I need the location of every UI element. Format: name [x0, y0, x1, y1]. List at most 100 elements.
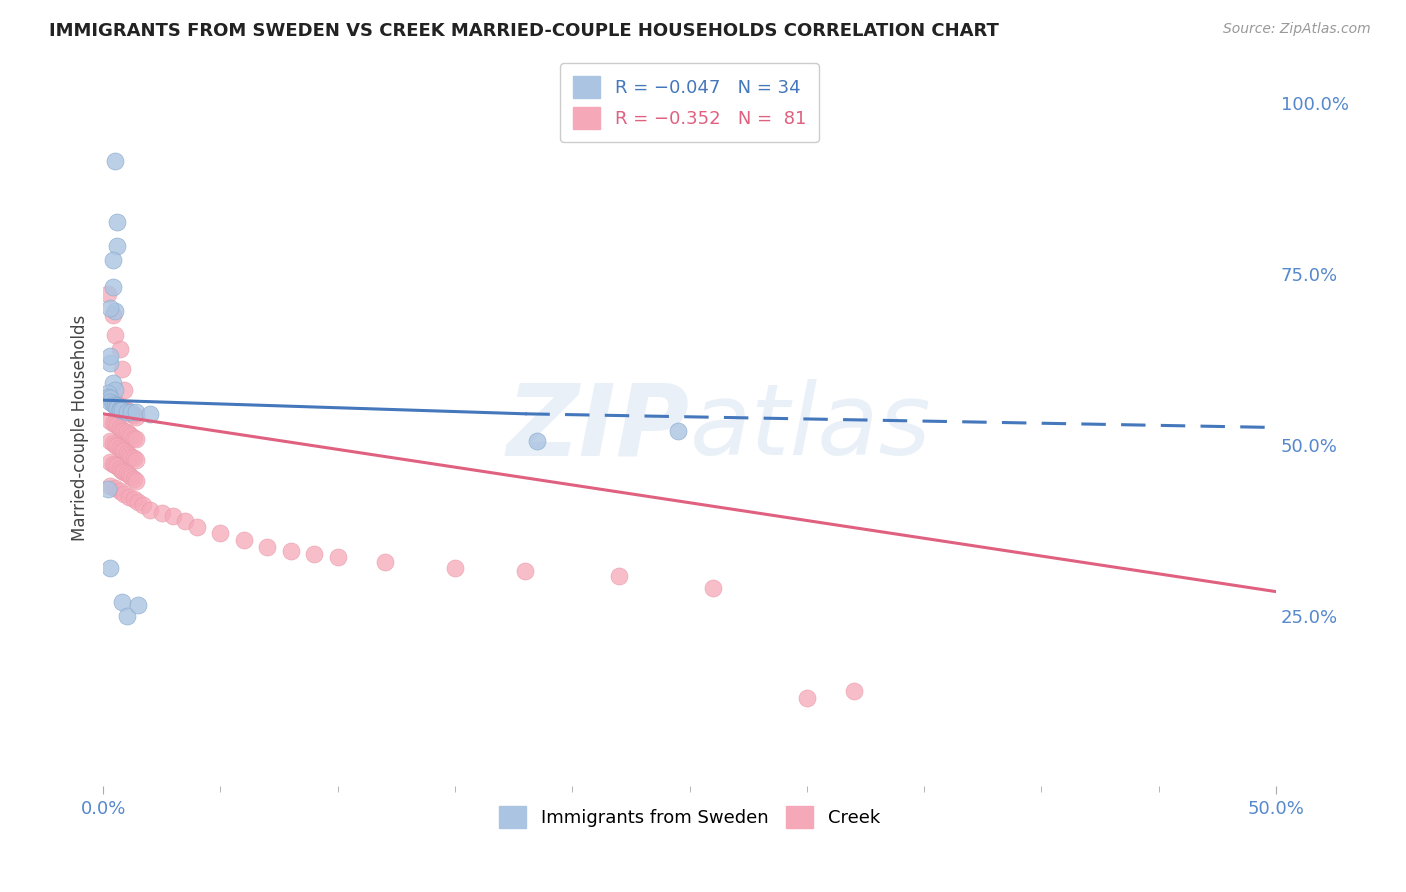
Text: Source: ZipAtlas.com: Source: ZipAtlas.com — [1223, 22, 1371, 37]
Point — [115, 608, 138, 623]
Point — [374, 555, 396, 569]
Point — [112, 402, 135, 417]
Point — [98, 349, 121, 363]
Point — [105, 439, 128, 453]
Point — [702, 581, 724, 595]
Point — [98, 455, 121, 469]
Point — [120, 470, 142, 484]
Point — [115, 467, 138, 481]
Point — [125, 432, 148, 446]
Point — [256, 540, 278, 554]
Text: IMMIGRANTS FROM SWEDEN VS CREEK MARRIED-COUPLE HOUSEHOLDS CORRELATION CHART: IMMIGRANTS FROM SWEDEN VS CREEK MARRIED-… — [49, 22, 1000, 40]
Point — [526, 434, 548, 449]
Point — [98, 414, 121, 428]
Point — [111, 401, 134, 415]
Point — [101, 416, 124, 430]
Point — [105, 401, 128, 415]
Point — [842, 683, 865, 698]
Point — [108, 399, 131, 413]
Point — [122, 472, 145, 486]
Point — [112, 444, 135, 458]
Point — [105, 459, 128, 474]
Point — [108, 461, 131, 475]
Point — [101, 436, 124, 450]
Point — [104, 458, 127, 472]
Point — [108, 402, 131, 417]
Point — [108, 420, 131, 434]
Legend: Immigrants from Sweden, Creek: Immigrants from Sweden, Creek — [492, 798, 887, 835]
Point — [118, 468, 141, 483]
Point — [122, 408, 145, 422]
Point — [115, 446, 138, 460]
Point — [120, 429, 142, 443]
Point — [118, 405, 141, 419]
Point — [125, 452, 148, 467]
Point — [97, 386, 120, 401]
Point — [150, 506, 173, 520]
Point — [97, 482, 120, 496]
Point — [104, 395, 127, 409]
Point — [101, 252, 124, 267]
Point — [112, 465, 135, 479]
Point — [105, 239, 128, 253]
Point — [326, 550, 349, 565]
Point — [796, 690, 818, 705]
Point — [101, 457, 124, 471]
Point — [127, 599, 149, 613]
Point — [101, 396, 124, 410]
Point — [120, 405, 142, 419]
Y-axis label: Married-couple Households: Married-couple Households — [72, 314, 89, 541]
Point — [97, 390, 120, 404]
Point — [101, 280, 124, 294]
Point — [139, 407, 162, 421]
Point — [104, 398, 127, 412]
Point — [104, 328, 127, 343]
Point — [98, 560, 121, 574]
Point — [112, 383, 135, 397]
Point — [302, 547, 325, 561]
Point — [118, 448, 141, 462]
Point — [174, 514, 197, 528]
Point — [280, 543, 302, 558]
Point — [105, 399, 128, 413]
Point — [115, 405, 138, 419]
Point — [101, 393, 124, 408]
Point — [118, 490, 141, 504]
Point — [115, 425, 138, 440]
Point — [111, 443, 134, 458]
Point — [98, 390, 121, 404]
Point — [111, 403, 134, 417]
Point — [98, 301, 121, 315]
Point — [108, 484, 131, 499]
Point — [104, 417, 127, 431]
Point — [104, 383, 127, 397]
Point — [104, 481, 127, 495]
Point — [105, 215, 128, 229]
Point — [111, 362, 134, 376]
Point — [125, 474, 148, 488]
Point — [98, 355, 121, 369]
Point — [98, 478, 121, 492]
Point — [98, 395, 121, 409]
Point — [607, 569, 630, 583]
Point — [108, 403, 131, 417]
Point — [139, 502, 162, 516]
Point — [666, 424, 689, 438]
Point — [232, 533, 254, 548]
Point — [125, 405, 148, 419]
Point — [105, 418, 128, 433]
Point — [104, 437, 127, 451]
Point — [122, 492, 145, 507]
Point — [122, 431, 145, 445]
Point — [120, 450, 142, 464]
Point — [209, 526, 232, 541]
Point — [104, 153, 127, 168]
Point — [120, 407, 142, 421]
Point — [104, 304, 127, 318]
Point — [112, 424, 135, 438]
Point — [444, 560, 467, 574]
Point — [125, 410, 148, 425]
Point — [112, 487, 135, 501]
Point — [101, 308, 124, 322]
Point — [108, 342, 131, 356]
